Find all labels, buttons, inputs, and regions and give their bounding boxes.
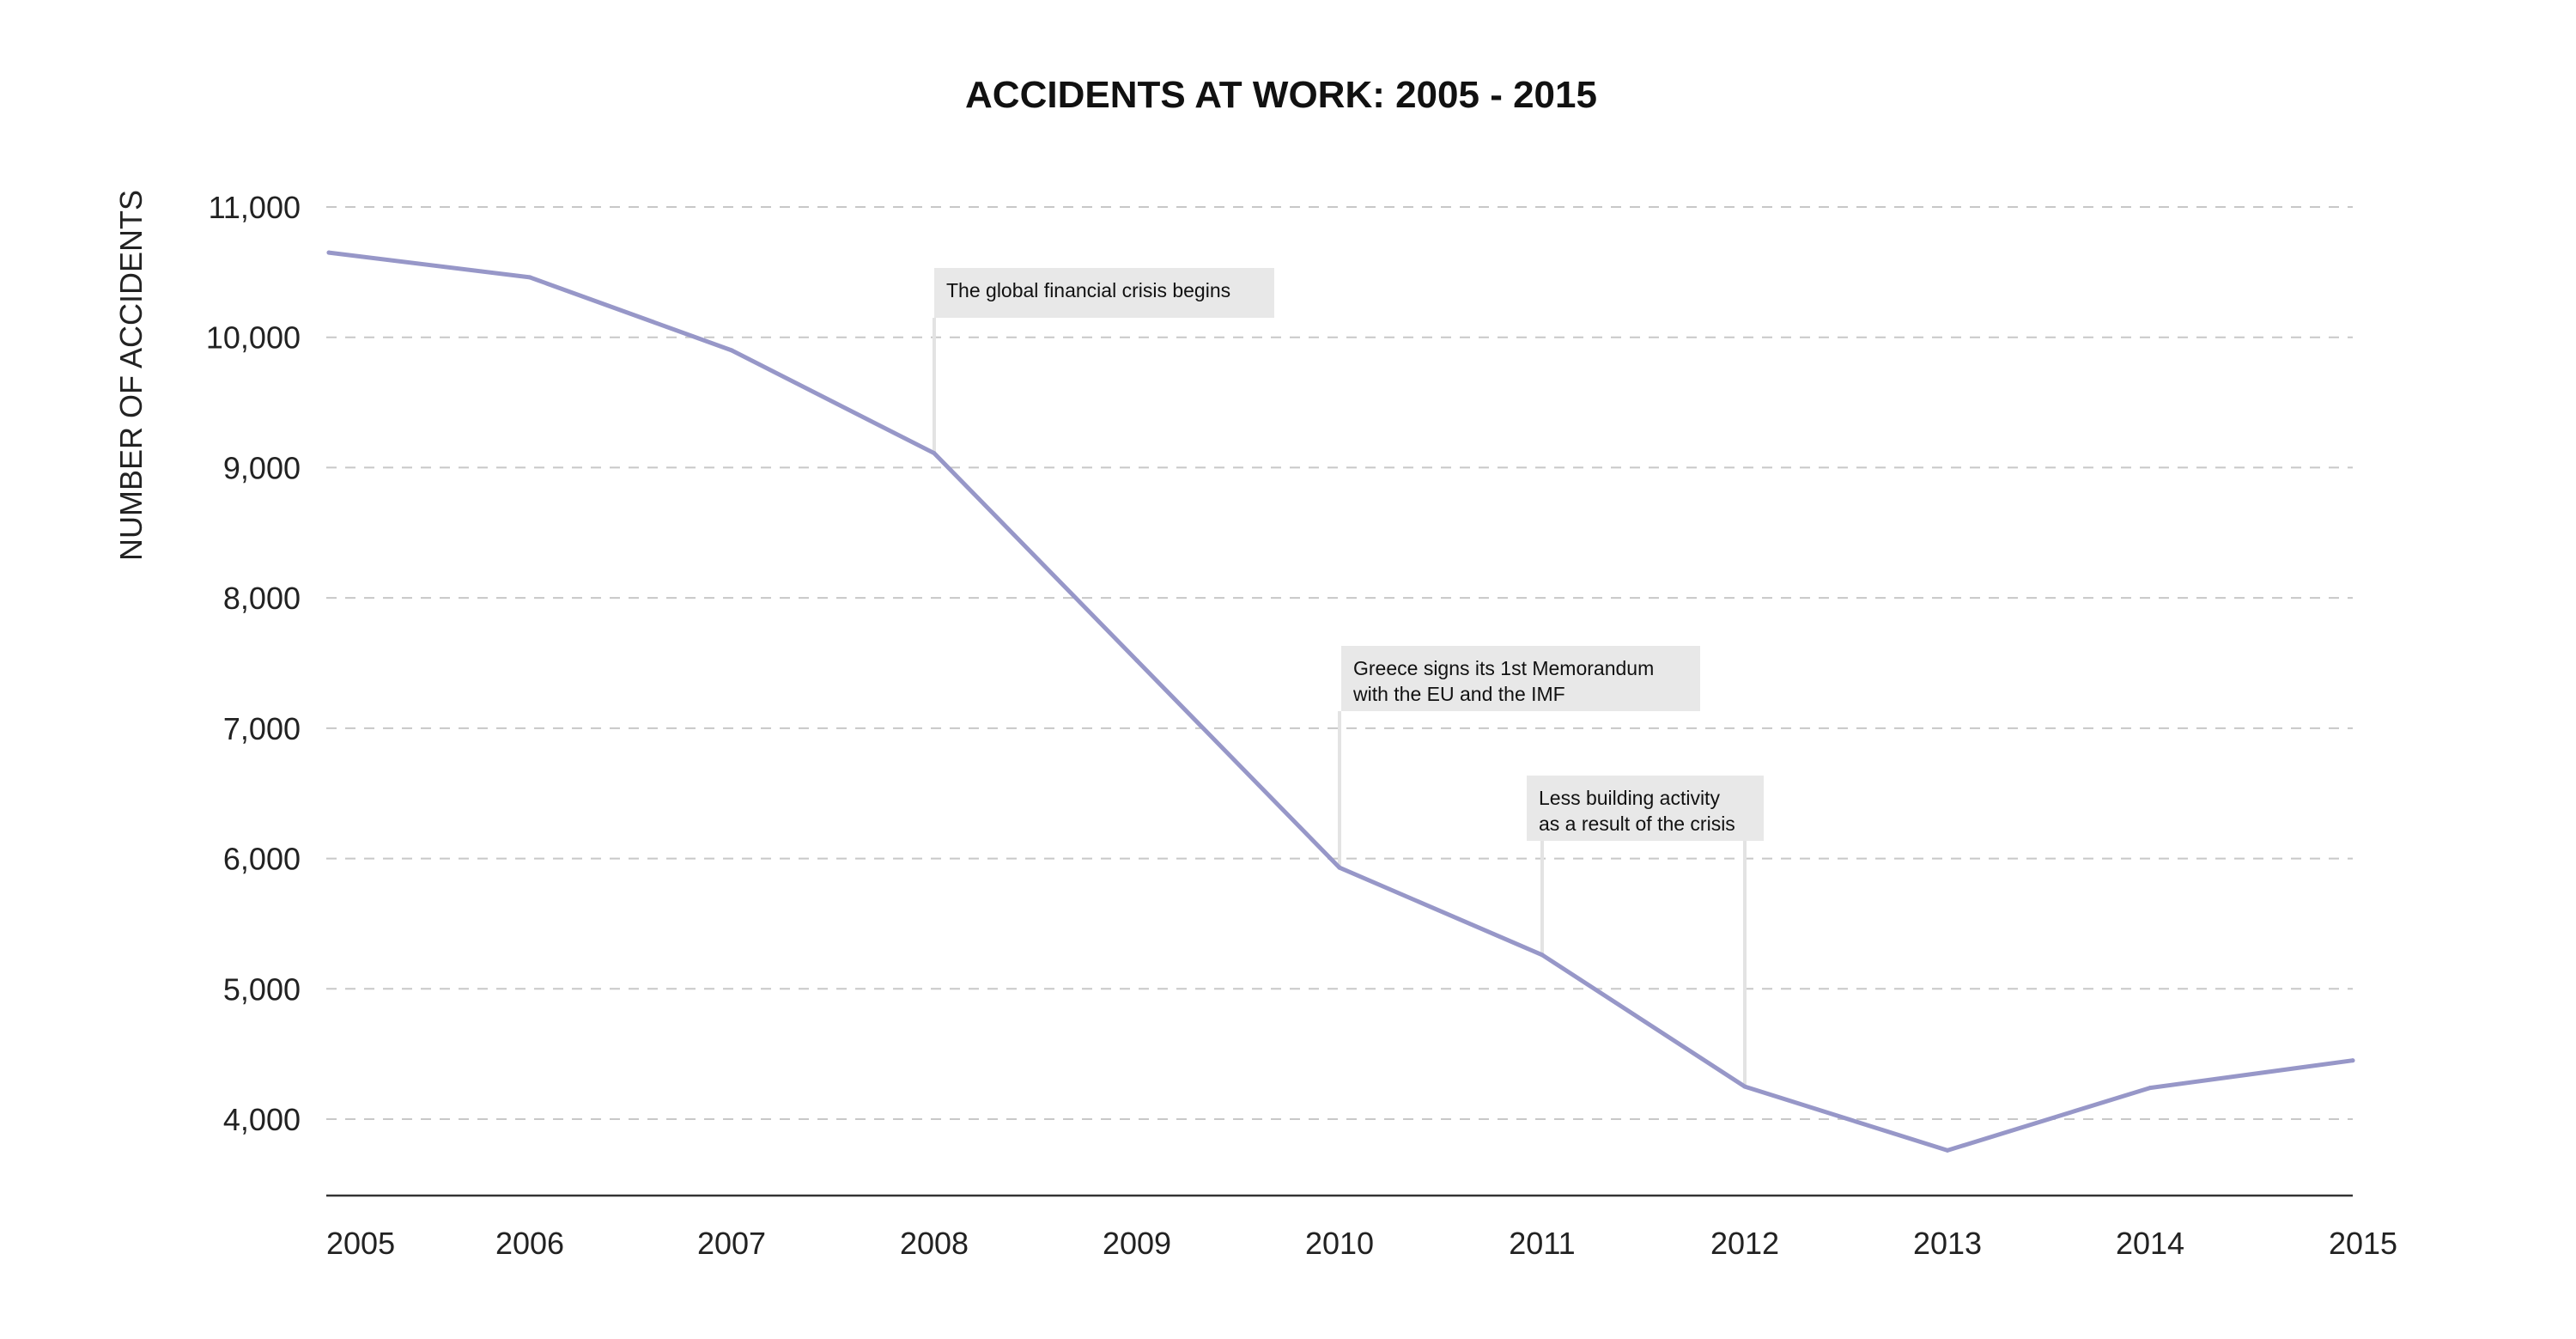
annotation-callout: Greece signs its 1st Memorandum with the … — [1338, 646, 1700, 868]
data-point — [2350, 1058, 2355, 1063]
x-tick-label: 2009 — [1103, 1226, 1171, 1261]
annotation-box — [1341, 646, 1700, 711]
y-tick-label: 11,000 — [209, 190, 301, 225]
data-point — [1337, 865, 1342, 870]
data-point — [1134, 658, 1139, 663]
y-tick-label: 4,000 — [223, 1102, 301, 1137]
x-tick-label: 2011 — [1509, 1226, 1575, 1261]
annotations: The global financial crisis begins Greece… — [933, 268, 1764, 1087]
y-tick-label: 7,000 — [223, 711, 301, 746]
annotation-text: Less building activity — [1539, 787, 1720, 809]
x-tick-label: 2010 — [1305, 1226, 1374, 1261]
x-tick-label: 2006 — [495, 1226, 564, 1261]
annotation-box — [1527, 776, 1764, 841]
x-tick-label: 2007 — [697, 1226, 766, 1261]
x-tick-label: 2015 — [2329, 1226, 2397, 1261]
y-tick-label: 9,000 — [223, 450, 301, 485]
y-tick-label: 8,000 — [223, 581, 301, 616]
annotation-text: The global financial crisis begins — [946, 279, 1230, 301]
y-axis-label: NUMBER OF ACCIDENTS — [113, 190, 149, 561]
data-point — [2148, 1086, 2153, 1091]
annotation-text: as a result of the crisis — [1539, 813, 1735, 835]
data-point — [932, 451, 937, 456]
x-tick-label: 2005 — [326, 1226, 395, 1261]
x-tick-label: 2013 — [1913, 1226, 1982, 1261]
data-point — [527, 275, 532, 280]
y-tick-label: 10,000 — [206, 320, 301, 356]
x-axis-ticks: 2005 2006 2007 2008 2009 2010 2011 2012 2013 2014… — [326, 1226, 2397, 1261]
x-tick-label: 2012 — [1710, 1226, 1779, 1261]
data-point — [326, 250, 331, 255]
data-point — [1540, 953, 1545, 958]
y-tick-label: 5,000 — [223, 971, 301, 1007]
y-tick-label: 6,000 — [223, 842, 301, 877]
y-axis-ticks: 4,000 5,000 6,000 7,000 8,000 9,000 10,000 11,0… — [206, 190, 301, 1137]
data-points — [326, 250, 2355, 1153]
annotation-text: Greece signs its 1st Memorandum — [1353, 657, 1654, 679]
annotation-box — [934, 268, 1274, 318]
data-point — [1945, 1147, 1950, 1153]
data-point — [1742, 1084, 1747, 1089]
x-tick-label: 2008 — [900, 1226, 969, 1261]
series-line-accidents — [326, 250, 2355, 1153]
annotation-text: with the EU and the IMF — [1352, 683, 1565, 705]
chart-title: ACCIDENTS AT WORK: 2005 - 2015 — [965, 74, 1597, 116]
annotation-callout: Less building activity as a result of the… — [1527, 776, 1764, 1087]
x-tick-label: 2014 — [2116, 1226, 2184, 1261]
grid-lines — [326, 206, 2353, 1120]
annotation-callout: The global financial crisis begins — [933, 268, 1274, 453]
data-point — [729, 348, 734, 353]
